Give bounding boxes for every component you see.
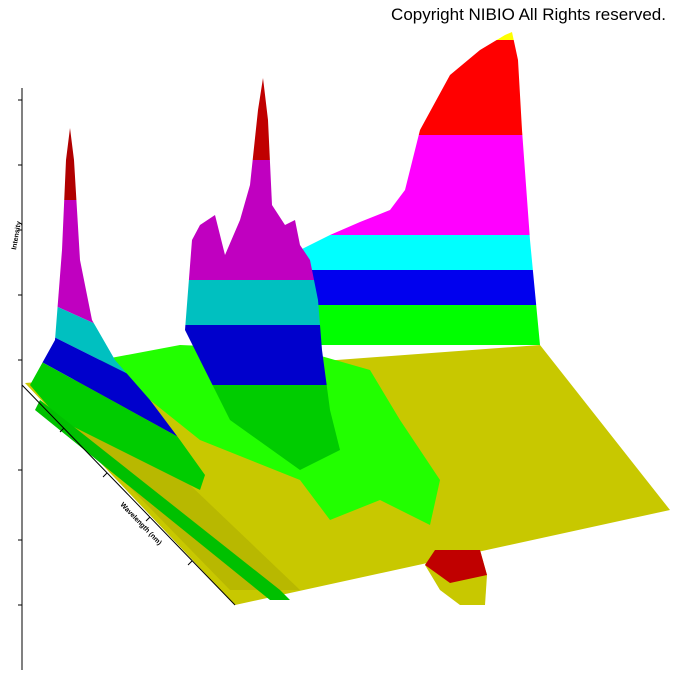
copyright: Copyright NIBIO All Rights reserved. [391,5,666,24]
z-axis-label: Intensity [11,221,23,251]
axis-ticks [18,99,193,606]
x-axis [21,384,236,606]
dip-red [425,550,487,583]
right-ridge [300,32,540,345]
green-strip [35,400,290,600]
